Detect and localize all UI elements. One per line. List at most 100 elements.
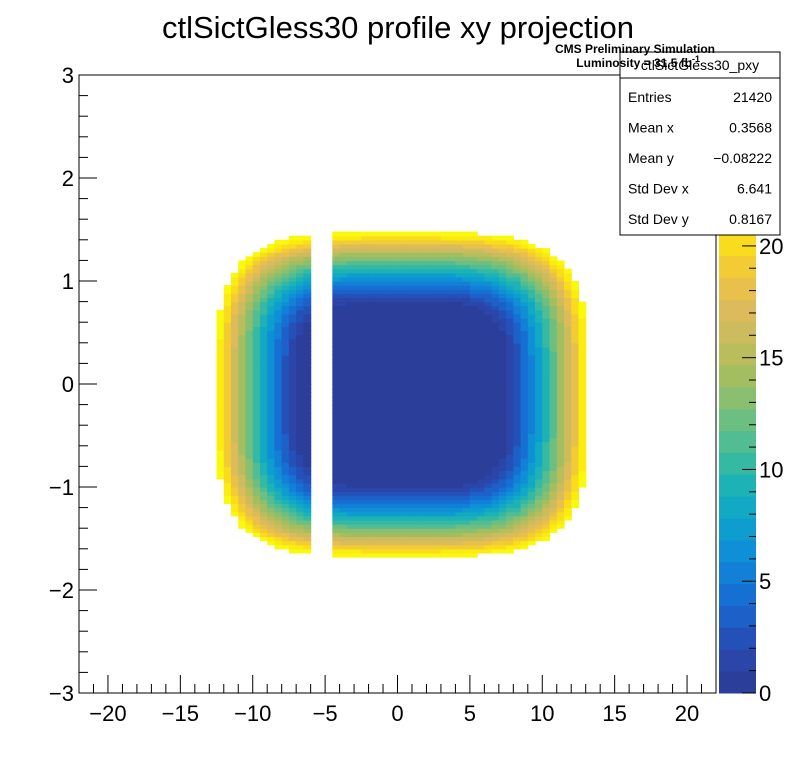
heatmap-cell: [542, 416, 551, 422]
heatmap-cell: [542, 507, 551, 513]
heatmap-cell: [245, 466, 254, 472]
heatmap-cell: [491, 425, 500, 430]
heatmap-cell: [259, 388, 268, 393]
heatmap-cell: [426, 342, 435, 348]
heatmap-cell: [549, 429, 558, 435]
heatmap-cell: [433, 252, 442, 257]
heatmap-cell: [491, 396, 500, 402]
heatmap-cell: [469, 449, 478, 455]
heatmap-cell: [462, 454, 471, 459]
heatmap-cell: [448, 281, 457, 286]
heatmap-cell: [484, 260, 493, 266]
heatmap-cell: [332, 256, 341, 261]
heatmap-cell: [252, 458, 261, 463]
heatmap-cell: [332, 355, 341, 360]
heatmap-cell: [375, 425, 384, 430]
heatmap-cell: [274, 338, 283, 344]
heatmap-cell: [383, 235, 391, 241]
heatmap-cell: [267, 363, 276, 369]
heatmap-cell: [455, 429, 464, 435]
heatmap-cell: [390, 470, 399, 476]
heatmap-cell: [556, 499, 565, 505]
heatmap-cell: [252, 503, 261, 509]
heatmap-cell: [238, 272, 247, 278]
heatmap-cell: [448, 248, 457, 253]
heatmap-cell: [477, 272, 485, 278]
heatmap-cell: [520, 367, 529, 373]
heatmap-cell: [477, 363, 485, 369]
heatmap-cell: [477, 528, 485, 533]
heatmap-cell: [556, 396, 565, 402]
heatmap-cell: [245, 297, 254, 303]
heatmap-cell: [267, 524, 276, 529]
heatmap-cell: [303, 437, 312, 443]
heatmap-cell: [498, 326, 507, 332]
heatmap-cell: [238, 322, 247, 327]
heatmap-cell: [231, 363, 239, 369]
heatmap-cell: [549, 351, 558, 356]
heatmap-cell: [303, 404, 312, 410]
heatmap-cell: [549, 441, 558, 447]
heatmap-cell: [296, 285, 304, 290]
heatmap-cell: [231, 470, 239, 476]
heatmap-cell: [506, 499, 514, 505]
heatmap-cell: [238, 330, 247, 336]
heatmap-cell: [303, 495, 312, 500]
heatmap-cell: [296, 515, 304, 521]
heatmap-cell: [484, 441, 493, 447]
heatmap-cell: [506, 313, 514, 319]
heatmap-cell: [259, 297, 268, 303]
heatmap-cell: [484, 437, 493, 443]
heatmap-cell: [440, 243, 449, 249]
heatmap-cell: [411, 548, 420, 554]
heatmap-cell: [361, 544, 370, 550]
heatmap-cell: [231, 404, 239, 410]
heatmap-cell: [288, 404, 297, 410]
heatmap-cell: [520, 305, 529, 311]
heatmap-cell: [397, 540, 406, 546]
heatmap-cell: [484, 359, 493, 364]
heatmap-cell: [542, 466, 551, 472]
heatmap-cell: [433, 499, 442, 505]
heatmap-cell: [339, 478, 348, 484]
heatmap-cell: [238, 454, 247, 459]
heatmap-cell: [259, 408, 268, 414]
heatmap-cell: [419, 326, 428, 332]
heatmap-cell: [563, 268, 572, 274]
heatmap-cell: [252, 379, 261, 385]
heatmap-cell: [339, 285, 348, 290]
heatmap-cell: [361, 499, 370, 505]
heatmap-cell: [332, 429, 341, 435]
heatmap-cell: [397, 482, 406, 488]
heatmap-cell: [296, 318, 304, 323]
heatmap-cell: [267, 281, 276, 286]
heatmap-cell: [578, 478, 587, 484]
heatmap-cell: [455, 503, 464, 509]
heatmap-cell: [238, 367, 247, 373]
heatmap-cell: [332, 491, 341, 496]
heatmap-cell: [368, 425, 377, 430]
heatmap-cell: [339, 396, 348, 402]
heatmap-cell: [238, 276, 247, 282]
heatmap-cell: [346, 519, 355, 525]
heatmap-cell: [491, 528, 500, 533]
heatmap-cell: [361, 338, 370, 344]
heatmap-cell: [469, 462, 478, 467]
heatmap-cell: [259, 499, 268, 505]
heatmap-cell: [368, 351, 377, 356]
heatmap-cell: [535, 441, 543, 447]
heatmap-cell: [462, 445, 471, 451]
heatmap-cell: [491, 326, 500, 332]
heatmap-cell: [419, 548, 428, 554]
heatmap-cell: [375, 231, 384, 237]
heatmap-cell: [498, 305, 507, 311]
heatmap-cell: [296, 346, 304, 352]
heatmap-cell: [527, 272, 536, 278]
heatmap-cell: [238, 355, 247, 360]
heatmap-cell: [433, 396, 442, 402]
heatmap-cell: [361, 346, 370, 352]
heatmap-cell: [267, 371, 276, 377]
heatmap-cell: [542, 248, 551, 253]
heatmap-cell: [252, 256, 261, 261]
heatmap-cell: [267, 458, 276, 463]
